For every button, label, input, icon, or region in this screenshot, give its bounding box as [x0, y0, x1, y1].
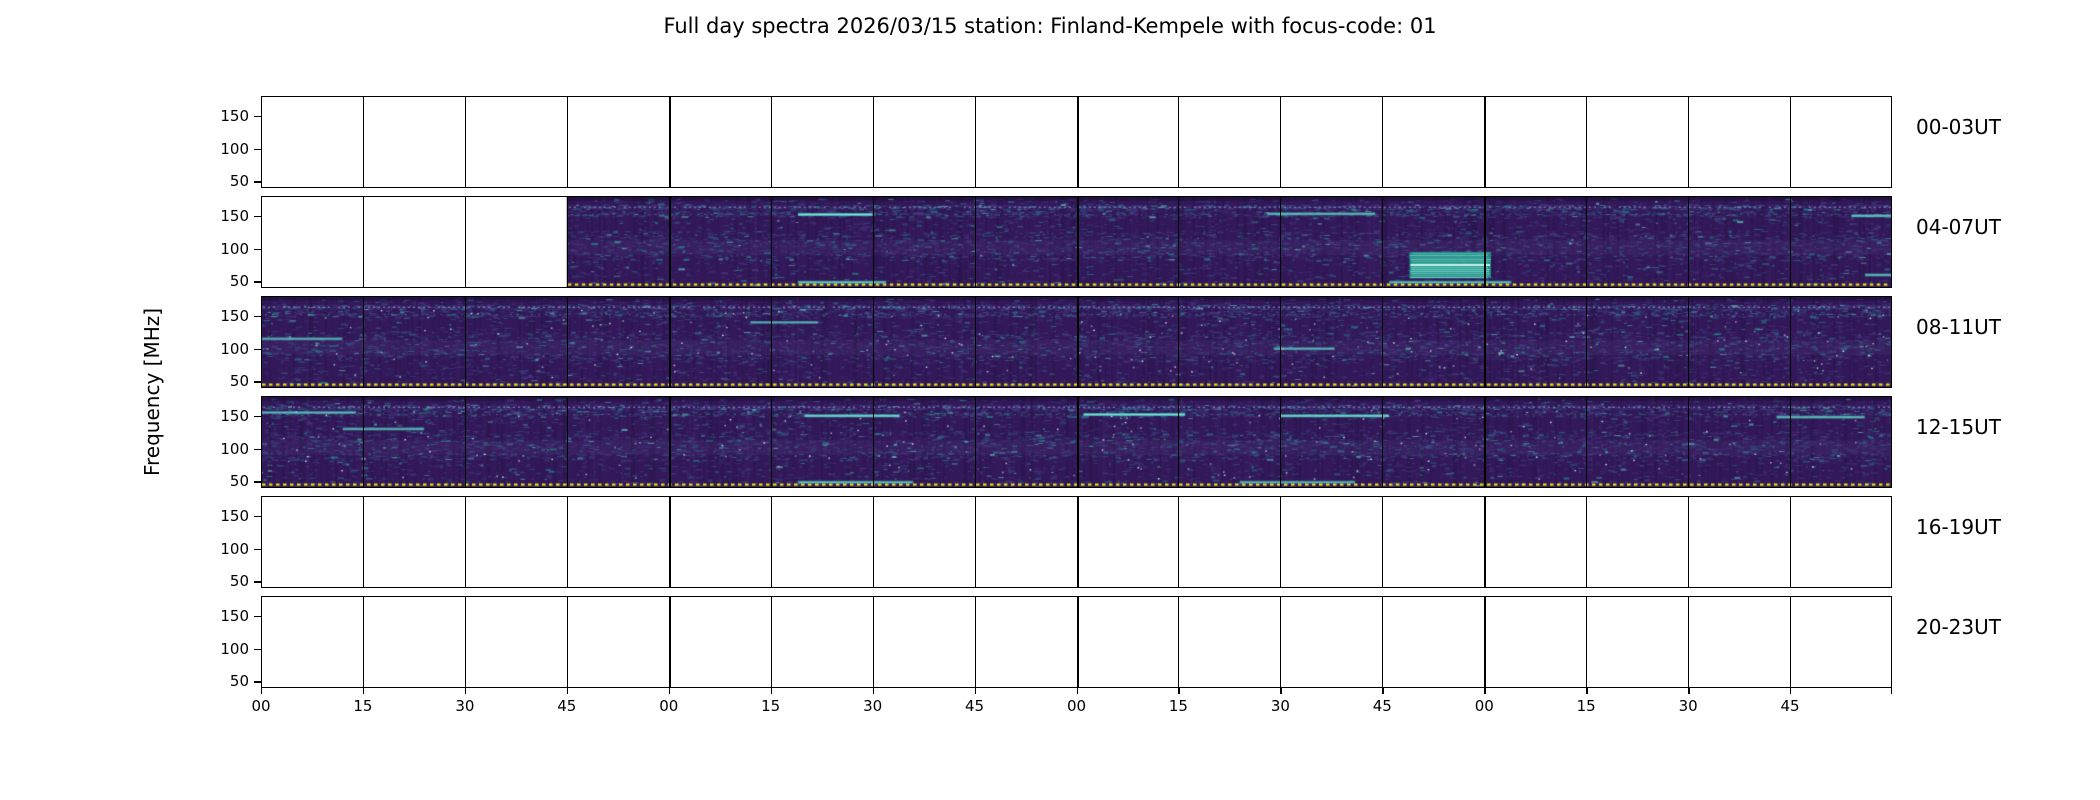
x-tick-label: 30 [1270, 697, 1290, 715]
y-tick-mark [254, 315, 261, 318]
x-tick-label: 15 [1576, 697, 1596, 715]
y-tick-label: 50 [229, 372, 249, 391]
y-tick-mark [254, 648, 261, 650]
y-tick-mark [254, 415, 261, 418]
x-tick-mark [974, 688, 976, 694]
row-time-label: 00-03UT [1916, 115, 2001, 139]
y-tick-label: 100 [220, 539, 249, 558]
y-tick-label: 100 [220, 439, 249, 458]
row-time-label: 04-07UT [1916, 215, 2001, 239]
x-tick-label: 00 [1066, 697, 1087, 715]
x-tick-mark [770, 688, 773, 694]
spectrogram-canvas [261, 296, 1892, 388]
y-tick-label: 50 [229, 672, 249, 691]
y-tick-mark [254, 548, 261, 550]
y-tick-label: 100 [220, 339, 249, 358]
row-time-label: 16-19UT [1916, 515, 2001, 539]
x-tick-mark [668, 688, 671, 694]
y-tick-label: 50 [229, 172, 249, 191]
y-tick-label: 50 [229, 472, 249, 491]
spectrogram-row [261, 296, 1892, 388]
y-tick-label: 150 [220, 306, 249, 325]
x-tick-mark [1891, 688, 1893, 694]
x-tick-label: 30 [1678, 697, 1698, 715]
x-tick-mark [1280, 688, 1282, 694]
x-tick-mark [1586, 688, 1588, 694]
spectrogram-row [261, 96, 1892, 188]
y-tick-mark [254, 115, 261, 118]
spectrogram-canvas [261, 96, 1892, 188]
x-tick-label: 15 [353, 697, 373, 715]
y-tick-mark [254, 281, 261, 283]
y-tick-mark [254, 181, 261, 183]
x-tick-mark [1178, 688, 1180, 694]
y-tick-label: 150 [220, 106, 249, 125]
y-tick-label: 50 [229, 572, 249, 591]
row-time-label: 08-11UT [1916, 315, 2001, 339]
x-tick-label: 00 [1474, 697, 1494, 715]
spectrogram-canvas [261, 596, 1892, 688]
x-tick-mark [464, 688, 467, 694]
x-tick-mark [1076, 688, 1078, 694]
x-tick-label: 00 [251, 697, 271, 715]
x-tick-mark [1484, 688, 1486, 694]
x-tick-label: 45 [965, 697, 985, 715]
spectrogram-row [261, 396, 1892, 488]
y-tick-label: 50 [229, 272, 249, 291]
y-tick-mark [254, 515, 261, 518]
spectrogram-row [261, 496, 1892, 588]
y-tick-label: 150 [220, 406, 249, 425]
x-tick-mark [1382, 688, 1384, 694]
y-tick-mark [254, 481, 261, 483]
y-tick-mark [254, 581, 261, 583]
x-tick-label: 45 [1780, 697, 1800, 715]
y-tick-label: 100 [220, 239, 249, 258]
spectrogram-canvas [261, 196, 1892, 288]
y-tick-mark [254, 215, 261, 218]
row-time-label: 12-15UT [1916, 415, 2001, 439]
y-tick-label: 100 [220, 139, 249, 158]
x-tick-mark [362, 688, 365, 694]
x-tick-label: 00 [659, 697, 679, 715]
x-tick-label: 45 [557, 697, 577, 715]
y-tick-mark [254, 248, 261, 250]
spectrogram-row [261, 596, 1892, 688]
x-tick-label: 45 [1372, 697, 1392, 715]
x-tick-label: 30 [455, 697, 475, 715]
x-tick-mark [872, 688, 875, 694]
y-tick-label: 100 [220, 639, 249, 658]
y-tick-mark [254, 681, 261, 683]
y-tick-mark [254, 615, 261, 618]
x-tick-mark [566, 688, 569, 694]
y-tick-mark [254, 448, 261, 450]
x-tick-mark [1790, 688, 1792, 694]
y-tick-mark [254, 348, 261, 350]
x-tick-mark [261, 688, 263, 694]
row-time-label: 20-23UT [1916, 615, 2001, 639]
x-tick-label: 15 [761, 697, 781, 715]
spectrogram-canvas [261, 396, 1892, 488]
y-tick-label: 150 [220, 606, 249, 625]
x-tick-mark [1688, 688, 1690, 694]
x-tick-label: 15 [1168, 697, 1188, 715]
spectrogram-canvas [261, 496, 1892, 588]
x-tick-label: 30 [863, 697, 883, 715]
y-tick-label: 150 [220, 506, 249, 525]
y-tick-mark [254, 148, 261, 150]
y-tick-mark [254, 381, 261, 383]
spectrogram-row [261, 196, 1892, 288]
chart-title: Full day spectra 2026/03/15 station: Fin… [663, 14, 1437, 38]
y-tick-label: 150 [220, 206, 249, 225]
